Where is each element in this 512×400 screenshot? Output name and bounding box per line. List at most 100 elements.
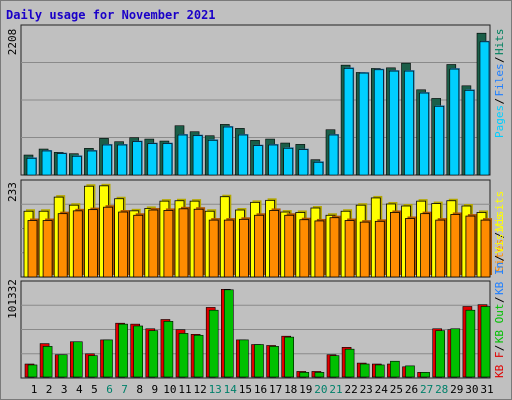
x-label-day: 10 <box>163 383 176 396</box>
x-label-day: 29 <box>450 383 463 396</box>
kb-in-bar <box>193 334 204 378</box>
x-label-day: 17 <box>269 383 282 396</box>
sites-bar <box>223 219 234 278</box>
kb-in-bar <box>299 372 310 378</box>
legend-separator: / <box>493 255 506 262</box>
legend-entry: Pages <box>493 105 506 138</box>
x-label-day: 18 <box>284 383 297 396</box>
pages-bar <box>102 144 112 176</box>
x-label-day: 8 <box>136 383 143 396</box>
sites-bar <box>133 214 144 278</box>
sites-bar <box>359 221 370 278</box>
legend-entry: Files <box>493 63 506 96</box>
pages-bar <box>479 41 490 176</box>
x-label-day: 27 <box>420 383 433 396</box>
sites-bar <box>103 206 113 278</box>
y-axis-max-label: 2208 <box>6 29 19 56</box>
legend-entry: KB F <box>493 352 506 379</box>
sites-bar <box>118 211 128 278</box>
x-label-day: 4 <box>76 383 83 396</box>
kb-in-bar <box>450 328 461 378</box>
pages-bar <box>358 72 369 176</box>
pages-bar <box>87 150 97 176</box>
sites-bar <box>284 214 295 278</box>
sites-bar <box>344 220 355 278</box>
x-label-day: 13 <box>209 383 222 396</box>
sites-bar <box>163 210 174 278</box>
y-axis-max-label: 233 <box>6 182 19 202</box>
sites-bar <box>329 217 340 278</box>
x-label-day: 2 <box>46 383 53 396</box>
x-axis-labels: 1 2 3 4 5 6 7 8 9 10 11 12 13 14 15 16 17 18 19 20 21 22 23 24 2… <box>31 383 494 396</box>
legend-separator: / <box>493 98 506 105</box>
kb-in-bar <box>390 360 400 378</box>
kb-in-bar <box>254 344 264 378</box>
legend-entry: Sites <box>493 239 506 272</box>
sites-bar <box>420 213 431 278</box>
sites-bar <box>88 209 98 278</box>
pages-bar <box>434 106 445 176</box>
pages-bar <box>56 153 67 176</box>
legend-entry: Visits <box>493 214 506 254</box>
sites-bar <box>480 219 491 278</box>
x-label-day: 23 <box>360 383 373 396</box>
x-label-day: 11 <box>178 383 191 396</box>
pages-bar <box>177 134 188 176</box>
kb-in-bar <box>27 364 38 378</box>
x-label-day: 12 <box>193 383 206 396</box>
sites-bar <box>72 210 83 278</box>
x-label-day: 16 <box>254 383 267 396</box>
legend-separator: / <box>493 232 506 239</box>
sites-bar <box>254 214 264 278</box>
sites-bar <box>208 219 219 278</box>
sites-bar <box>238 218 249 278</box>
x-label-day: 9 <box>151 383 158 396</box>
legend-entry: Hits <box>493 29 506 56</box>
pages-bar <box>298 149 309 176</box>
pages-bar <box>283 148 294 176</box>
x-label-day: 26 <box>405 383 418 396</box>
kb-in-bar <box>435 330 446 378</box>
x-label-day: 25 <box>390 383 403 396</box>
x-label-day: 7 <box>121 383 128 396</box>
pages-bar <box>117 144 127 176</box>
pages-bar <box>207 140 218 176</box>
y-axis-max-label: 101332 <box>6 279 19 319</box>
pages-bar <box>72 156 82 176</box>
kb-in-bar <box>269 346 279 378</box>
sites-bar <box>193 208 204 278</box>
x-label-day: 19 <box>299 383 312 396</box>
sites-bar <box>299 219 310 278</box>
sites-bar <box>374 220 385 278</box>
legend-separator: / <box>493 296 506 303</box>
sites-bar <box>178 208 189 278</box>
x-label-day: 28 <box>435 383 448 396</box>
legend-separator: / <box>493 56 506 63</box>
kb-in-bar <box>88 355 98 378</box>
pages-bar <box>313 162 324 176</box>
kb-in-bar <box>374 364 385 378</box>
x-label-day: 3 <box>61 383 68 396</box>
x-label-day: 24 <box>375 383 389 396</box>
kb-in-bar <box>344 348 355 378</box>
x-label-day: 5 <box>91 383 98 396</box>
kb-in-bar <box>224 289 234 378</box>
pages-bar <box>389 70 399 176</box>
pages-bar <box>192 135 203 176</box>
kb-in-bar <box>405 365 415 378</box>
kb-in-bar <box>239 339 249 378</box>
chart-title: Daily usage for November 2021 <box>6 8 216 22</box>
kb-in-bar <box>480 306 491 378</box>
pages-bar <box>132 141 142 176</box>
kb-in-bar <box>42 346 53 378</box>
kb-in-bar <box>118 323 128 378</box>
sites-bar <box>314 220 325 278</box>
x-label-day: 31 <box>480 383 493 396</box>
kb-in-bar <box>163 321 174 378</box>
legend-separator: / <box>493 345 506 352</box>
kb-in-bar <box>57 354 68 378</box>
kb-in-bar <box>465 309 476 378</box>
pages-bar <box>41 150 52 176</box>
pages-bar <box>147 143 158 176</box>
sites-bar <box>27 220 38 278</box>
